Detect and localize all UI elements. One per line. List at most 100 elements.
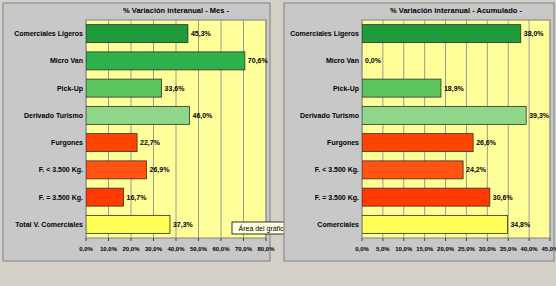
category-label: Furgones bbox=[327, 139, 359, 147]
bar bbox=[362, 215, 507, 233]
tick-mark bbox=[382, 238, 383, 241]
figure: % Variación interanual - Mes - 0,0% 10,0% 2… bbox=[0, 0, 556, 286]
data-label: 37,3% bbox=[173, 221, 194, 229]
data-label: 26,6% bbox=[476, 139, 497, 147]
category-label: Derivado Turismo bbox=[24, 112, 83, 119]
tick-mark bbox=[108, 238, 109, 241]
bar bbox=[362, 134, 473, 152]
plot-area bbox=[362, 20, 550, 238]
tick-label: 10,0% bbox=[100, 246, 118, 252]
category-label: Pick-Up bbox=[333, 85, 359, 93]
data-label: 30,6% bbox=[493, 194, 514, 202]
bar bbox=[86, 161, 147, 179]
panel-background bbox=[284, 3, 554, 261]
bar bbox=[362, 52, 363, 70]
tick-label: 0,0% bbox=[79, 246, 93, 252]
tick-label: 30,0% bbox=[145, 246, 163, 252]
tick-label: 10,0% bbox=[395, 246, 413, 252]
data-label: 34,8% bbox=[510, 221, 531, 229]
data-label: 22,7% bbox=[140, 139, 161, 147]
bars bbox=[86, 25, 245, 234]
data-label: 38,0% bbox=[524, 30, 545, 38]
data-label: 24,2% bbox=[466, 166, 487, 174]
tick-mark bbox=[508, 238, 509, 241]
tick-label: 20,0% bbox=[122, 246, 140, 252]
tick-mark bbox=[403, 238, 404, 241]
bar bbox=[362, 106, 526, 124]
category-label: F. < 3.500 Kg. bbox=[39, 166, 83, 174]
data-label: 18,9% bbox=[444, 85, 465, 93]
category-label: F. < 3.500 Kg. bbox=[315, 166, 359, 174]
bar bbox=[86, 188, 124, 206]
data-label: 16,7% bbox=[127, 194, 148, 202]
panel-background bbox=[3, 3, 270, 261]
bar bbox=[86, 134, 137, 152]
grid-line bbox=[266, 20, 267, 238]
tick-label: 50,0% bbox=[190, 246, 208, 252]
tick-mark bbox=[198, 238, 199, 241]
tick-label: 40,0% bbox=[521, 246, 539, 252]
tick-label: 70,0% bbox=[235, 246, 253, 252]
tick-mark bbox=[266, 238, 267, 241]
tick-mark bbox=[529, 238, 530, 241]
tick-label: 30,0% bbox=[479, 246, 497, 252]
category-label: Furgones bbox=[51, 139, 83, 147]
tick-mark bbox=[466, 238, 467, 241]
tick-mark bbox=[131, 238, 132, 241]
data-label: 26,9% bbox=[150, 166, 171, 174]
category-label: Total V. Comerciales bbox=[15, 221, 83, 228]
data-label: 0,0% bbox=[365, 57, 382, 65]
tick-label: 80,0% bbox=[257, 246, 275, 252]
tick-mark bbox=[362, 238, 363, 241]
data-label: 46,0% bbox=[193, 112, 214, 120]
category-label: Micro Van bbox=[326, 57, 359, 64]
category-label: Comerciales Ligeros bbox=[14, 30, 83, 38]
tick-mark bbox=[243, 238, 244, 241]
tick-label: 20,0% bbox=[437, 246, 455, 252]
chart-panel: % Variación interanual - Acumulado - 0,0%… bbox=[284, 3, 556, 261]
grid-line bbox=[550, 20, 551, 238]
bar bbox=[86, 25, 188, 43]
chart-title: % Variación interanual - Mes - bbox=[123, 6, 229, 15]
tick-label: 15,0% bbox=[416, 246, 434, 252]
bar bbox=[86, 106, 190, 124]
bar bbox=[362, 188, 490, 206]
tick-mark bbox=[221, 238, 222, 241]
tick-label: 25,0% bbox=[458, 246, 476, 252]
plot-area bbox=[86, 20, 266, 238]
annotation-text: Área del gráfico bbox=[238, 224, 287, 233]
bar bbox=[86, 215, 170, 233]
tick-label: 35,0% bbox=[500, 246, 518, 252]
bar bbox=[362, 79, 441, 97]
bar bbox=[362, 25, 521, 43]
tick-mark bbox=[550, 238, 551, 241]
grid-line bbox=[508, 20, 509, 238]
category-label: Pick-Up bbox=[57, 85, 83, 93]
tick-label: 40,0% bbox=[167, 246, 185, 252]
data-label: 33,6% bbox=[165, 85, 186, 93]
tick-mark bbox=[176, 238, 177, 241]
chart-title: % Variación interanual - Acumulado - bbox=[390, 6, 522, 15]
bar bbox=[362, 161, 463, 179]
tick-label: 0,0% bbox=[355, 246, 369, 252]
category-label: Comerciales bbox=[317, 221, 359, 228]
category-label: Micro Van bbox=[50, 57, 83, 64]
grid-line bbox=[529, 20, 530, 238]
tick-label: 60,0% bbox=[212, 246, 230, 252]
category-label: Derivado Turismo bbox=[300, 112, 359, 119]
data-label: 45,3% bbox=[191, 30, 212, 38]
tick-label: 45,0% bbox=[541, 246, 556, 252]
category-label: F. = 3.500 Kg. bbox=[315, 194, 359, 202]
data-label: 39,3% bbox=[529, 112, 550, 120]
tick-mark bbox=[86, 238, 87, 241]
tick-mark bbox=[487, 238, 488, 241]
category-label: F. = 3.500 Kg. bbox=[39, 194, 83, 202]
tick-mark bbox=[424, 238, 425, 241]
data-label: 70,6% bbox=[248, 57, 269, 65]
tick-mark bbox=[445, 238, 446, 241]
category-label: Comerciales Ligeros bbox=[290, 30, 359, 38]
bar bbox=[86, 79, 162, 97]
bars bbox=[362, 25, 526, 234]
bar bbox=[86, 52, 245, 70]
tick-mark bbox=[153, 238, 154, 241]
